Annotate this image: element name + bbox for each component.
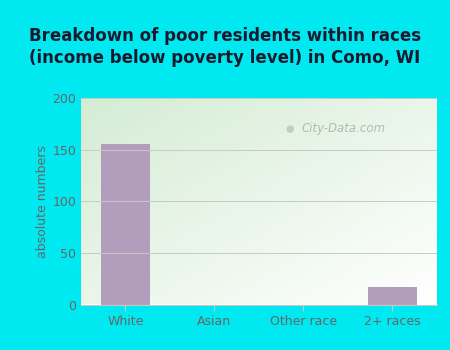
Bar — [101, 145, 150, 304]
Text: ●: ● — [285, 124, 294, 134]
Text: Breakdown of poor residents within races
(income below poverty level) in Como, W: Breakdown of poor residents within races… — [29, 27, 421, 67]
Text: City-Data.com: City-Data.com — [302, 122, 386, 135]
Bar — [368, 287, 417, 304]
Y-axis label: absolute numbers: absolute numbers — [36, 145, 50, 258]
